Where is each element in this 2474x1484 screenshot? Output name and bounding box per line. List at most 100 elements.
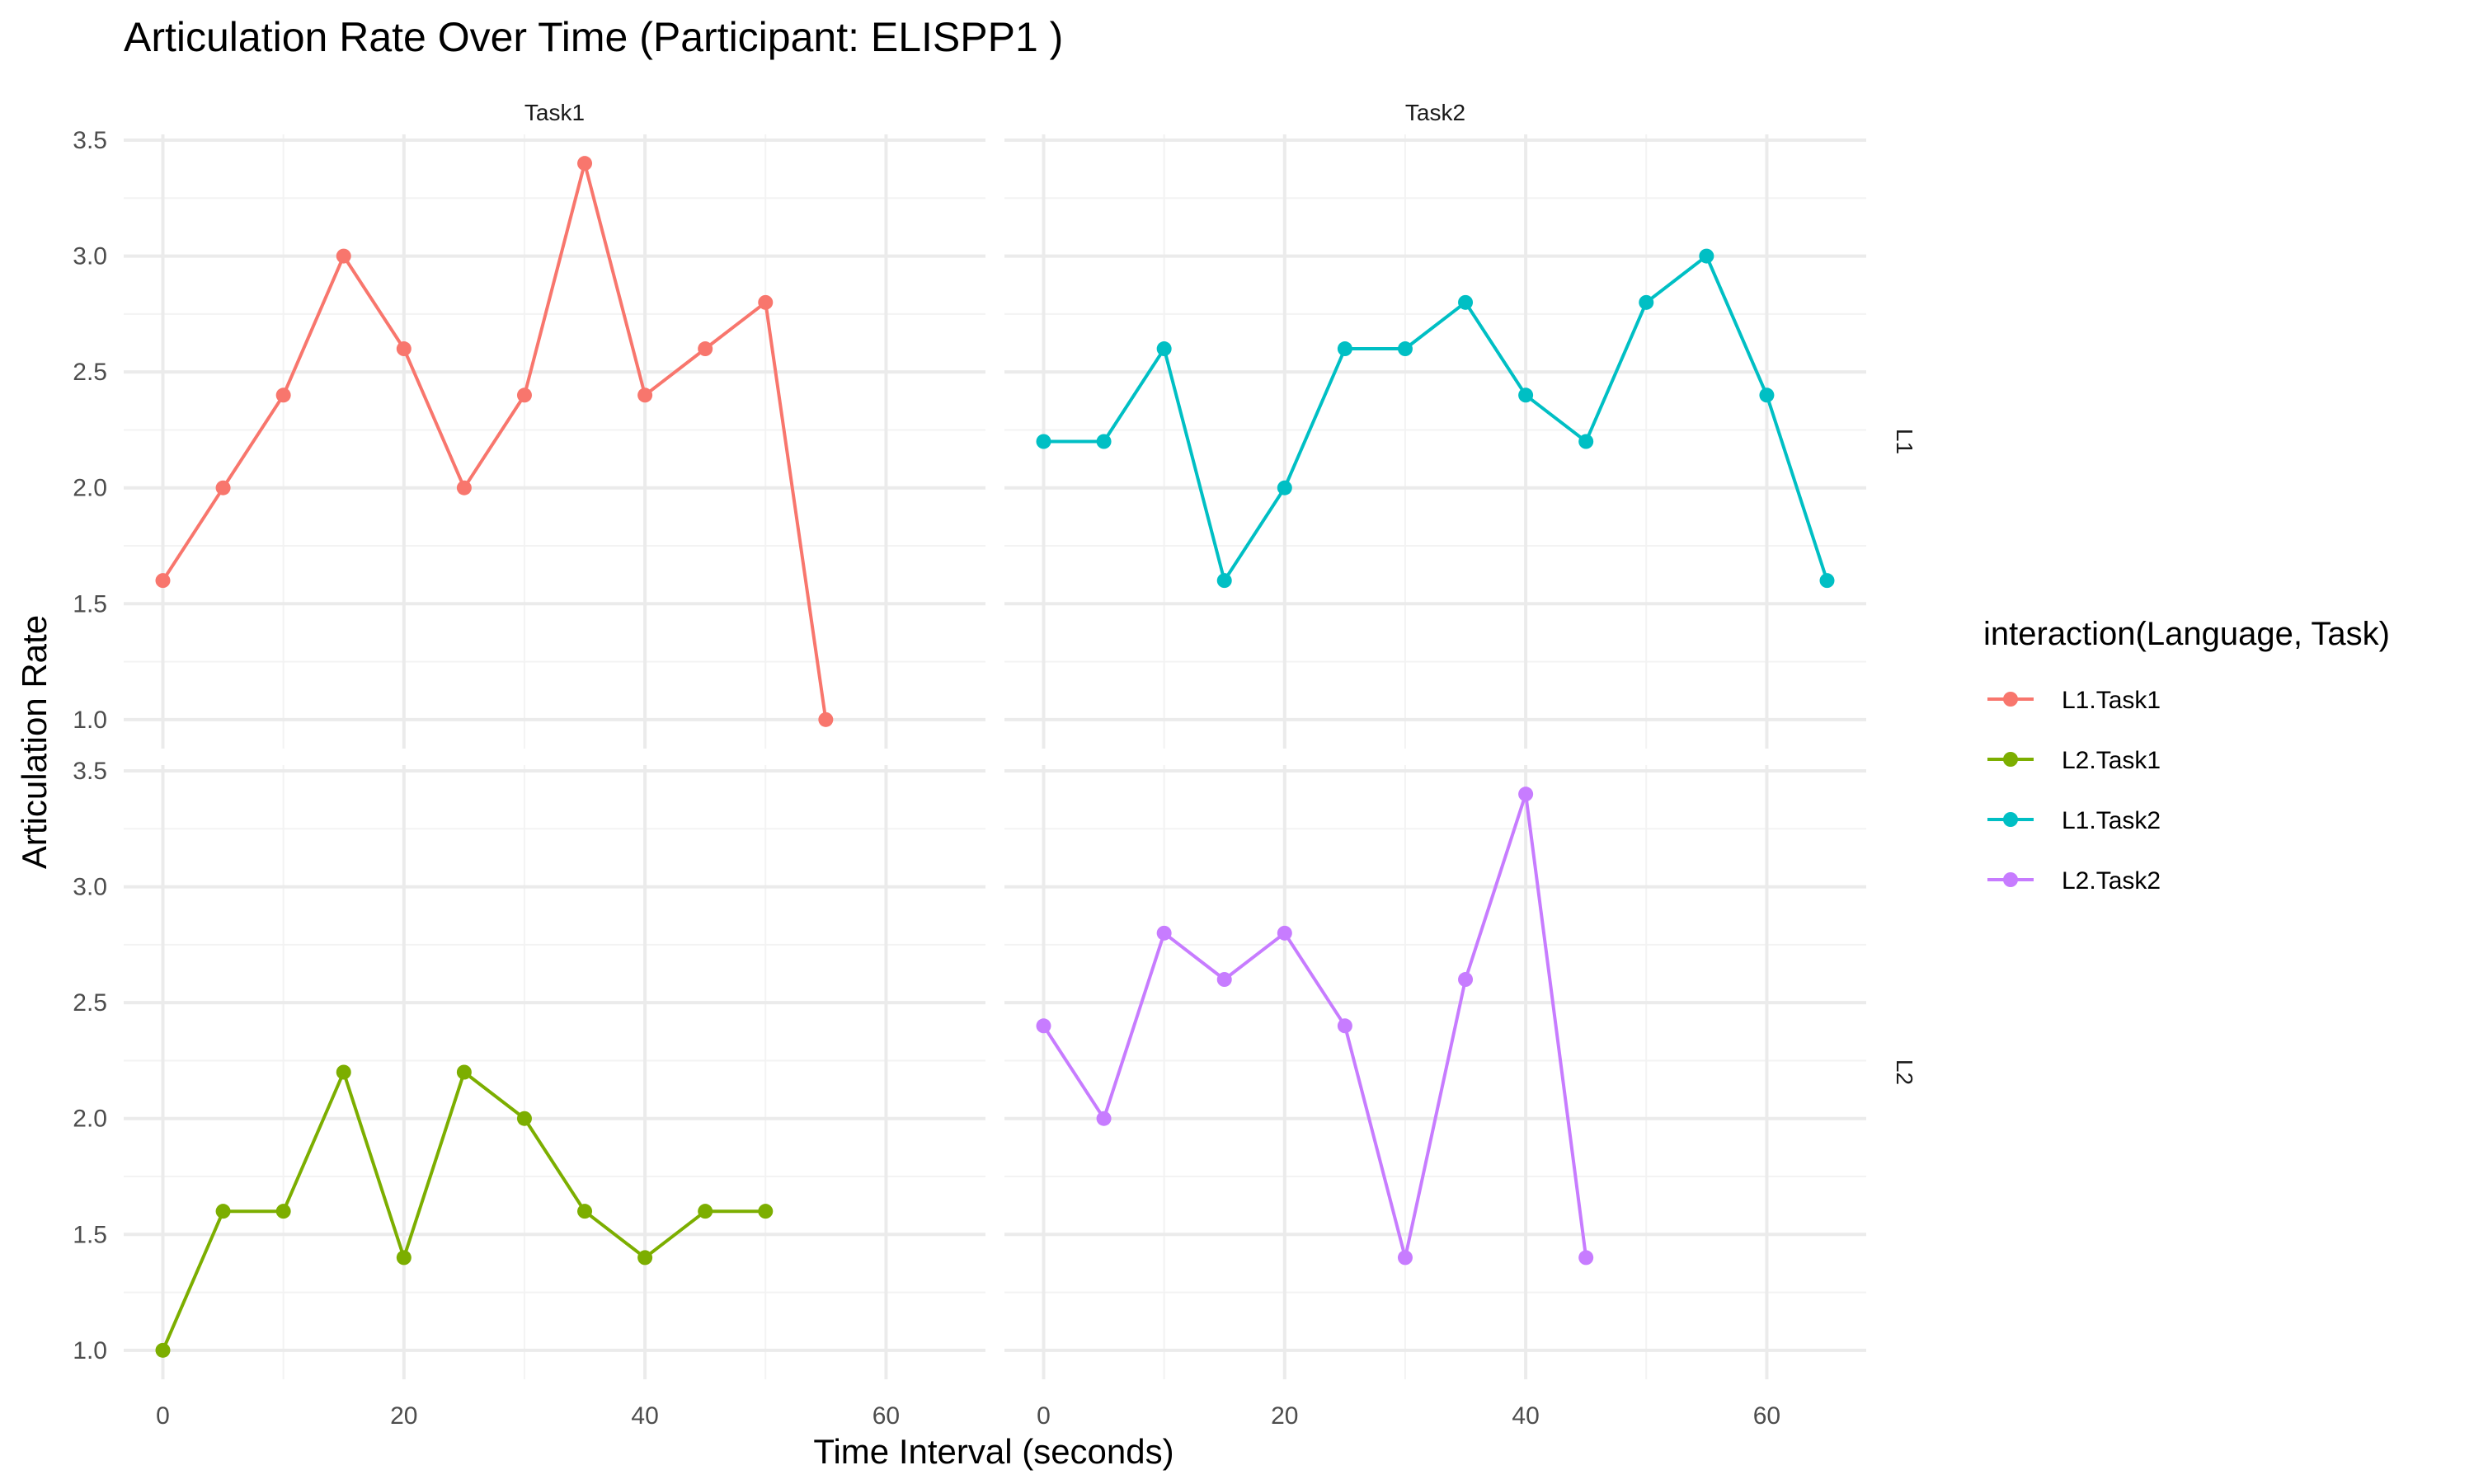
series-line-L2.Task2 [1042,792,1588,1260]
strip-label-col-Task1: Task1 [524,100,585,125]
data-point [155,573,171,589]
data-point [336,1064,351,1080]
y-tick-label: 3.0 [73,243,107,270]
data-point [275,1204,291,1219]
data-point [577,1204,593,1219]
chart-title: Articulation Rate Over Time (Participant… [124,14,1063,60]
series-line-L1.Task2 [1043,254,1829,583]
x-axis-ticks: 0 20 40 60 0 20 40 60 [156,1402,1780,1430]
data-point [1277,480,1292,495]
x-tick-label: 20 [1271,1402,1298,1430]
data-point [516,1111,532,1126]
panel-L2-Task1 [124,765,985,1379]
data-point [818,711,834,727]
data-point [396,1250,412,1266]
series-L2.Task1 [155,1064,774,1358]
data-point [1819,573,1835,589]
data-point [1639,294,1654,310]
data-point [1397,1250,1413,1266]
data-point [1036,434,1051,449]
x-tick-label: 60 [1753,1402,1780,1430]
data-point [1578,1250,1594,1266]
y-tick-label: 1.0 [73,1337,107,1364]
y-tick-label: 1.0 [73,707,107,734]
x-tick-label: 40 [631,1402,658,1430]
y-axis-ticks: 1.0 1.5 2.0 2.5 3.0 3.5 1.0 1.5 2.0 2.5 3.0 3.5 [73,127,107,1364]
series-line-L2.Task1 [161,1070,766,1351]
data-point [577,156,593,171]
x-tick-label: 20 [390,1402,417,1430]
data-point [1337,341,1352,357]
data-point [456,1064,472,1080]
legend-item-L1.Task1: L1.Task1 [1987,687,2161,714]
data-point [1518,787,1534,802]
y-tick-label: 2.5 [73,989,107,1017]
y-tick-label: 2.0 [73,1106,107,1133]
legend-key-point [2003,692,2018,707]
facet-strip-labels: Task1 Task2 L1 L2 [524,100,1917,1085]
legend-label: L1.Task1 [2062,687,2161,714]
x-tick-label: 40 [1512,1402,1539,1430]
data-point [215,1204,231,1219]
y-axis-title: Articulation Rate [15,615,54,869]
x-tick-label: 0 [156,1402,170,1430]
y-tick-label: 3.5 [73,127,107,154]
data-point [1277,925,1292,941]
data-point [637,387,653,403]
data-point [758,1204,774,1219]
data-point [1216,573,1232,589]
data-point [698,341,713,357]
strip-label-row-L1: L1 [1892,429,1917,454]
y-tick-label: 1.5 [73,590,107,618]
series-L2.Task2 [1036,787,1594,1266]
data-point [637,1250,653,1266]
strip-label-col-Task2: Task2 [1405,100,1465,125]
series-L1.Task1 [155,156,834,727]
data-point [1458,972,1474,988]
series-line-L1.Task1 [161,162,828,721]
series-L1.Task2 [1036,248,1835,589]
data-point [1156,341,1172,357]
data-point [1096,434,1112,449]
legend-label: L2.Task1 [2062,747,2161,774]
data-point [1518,387,1534,403]
series-group [155,156,1835,1358]
facet-panels [124,134,1866,1379]
panel-L2-Task2 [1004,765,1866,1379]
legend-item-L1.Task2: L1.Task2 [1987,807,2161,834]
legend-label: L1.Task2 [2062,807,2161,834]
y-tick-label: 3.5 [73,758,107,785]
legend-item-L2.Task2: L2.Task2 [1987,867,2161,895]
data-point [1397,341,1413,357]
data-point [1458,294,1474,310]
strip-label-row-L2: L2 [1892,1059,1917,1085]
x-tick-label: 60 [872,1402,900,1430]
data-point [1578,434,1594,449]
y-tick-label: 3.0 [73,874,107,901]
x-axis-title: Time Interval (seconds) [813,1432,1174,1471]
data-point [396,341,412,357]
legend-key-point [2003,872,2018,887]
legend-item-L2.Task1: L2.Task1 [1987,747,2161,774]
data-point [155,1342,171,1358]
data-point [758,294,774,310]
data-point [1216,972,1232,988]
legend: interaction(Language, Task) L1.Task1 L2.T… [1983,616,2390,895]
data-point [336,248,351,264]
panel-L1-Task1 [124,134,985,749]
legend-key-point [2003,752,2018,767]
legend-key-point [2003,812,2018,827]
data-point [698,1204,713,1219]
data-point [1759,387,1775,403]
y-tick-label: 1.5 [73,1221,107,1248]
data-point [215,480,231,495]
data-point [1337,1018,1352,1034]
data-point [1036,1018,1051,1034]
legend-title: interaction(Language, Task) [1983,616,2390,652]
data-point [1699,248,1714,264]
y-tick-label: 2.5 [73,359,107,386]
data-point [275,387,291,403]
panel-L1-Task2 [1004,134,1866,749]
data-point [516,387,532,403]
